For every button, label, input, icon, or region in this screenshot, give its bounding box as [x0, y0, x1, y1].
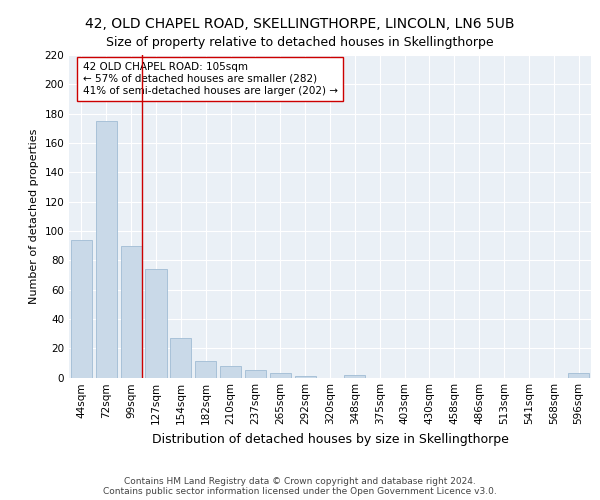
Bar [245, 370, 266, 378]
Y-axis label: Number of detached properties: Number of detached properties [29, 128, 39, 304]
Bar [121, 246, 142, 378]
Bar [344, 374, 365, 378]
Text: 42 OLD CHAPEL ROAD: 105sqm
← 57% of detached houses are smaller (282)
41% of sem: 42 OLD CHAPEL ROAD: 105sqm ← 57% of deta… [83, 62, 338, 96]
Bar [220, 366, 241, 378]
Bar [145, 269, 167, 378]
Bar [270, 373, 291, 378]
X-axis label: Distribution of detached houses by size in Skellingthorpe: Distribution of detached houses by size … [152, 433, 508, 446]
Bar [71, 240, 92, 378]
Text: Contains HM Land Registry data © Crown copyright and database right 2024.
Contai: Contains HM Land Registry data © Crown c… [103, 476, 497, 496]
Text: Size of property relative to detached houses in Skellingthorpe: Size of property relative to detached ho… [106, 36, 494, 49]
Bar [295, 376, 316, 378]
Bar [96, 121, 117, 378]
Bar [568, 373, 589, 378]
Text: 42, OLD CHAPEL ROAD, SKELLINGTHORPE, LINCOLN, LN6 5UB: 42, OLD CHAPEL ROAD, SKELLINGTHORPE, LIN… [85, 18, 515, 32]
Bar [170, 338, 191, 378]
Bar [195, 362, 216, 378]
